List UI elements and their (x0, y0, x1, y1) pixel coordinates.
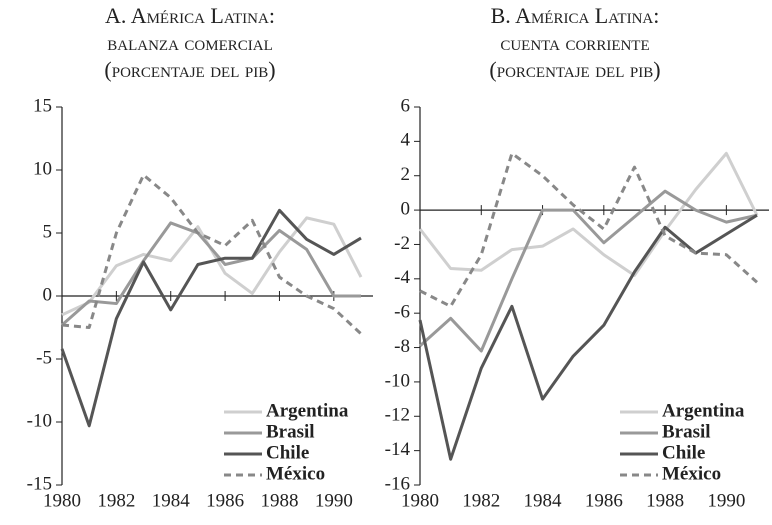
x-tick-label: 1980 (401, 490, 439, 511)
legend-label: México (266, 463, 325, 484)
y-tick-label: 0 (43, 284, 53, 305)
y-tick-label: 0 (401, 198, 411, 219)
chart-title: B. América Latina: (491, 3, 660, 28)
y-tick-label: 2 (401, 164, 411, 185)
chart-title: cuenta corriente (500, 30, 649, 55)
x-tick-label: 1990 (707, 490, 745, 511)
y-tick-label: -5 (36, 347, 52, 368)
series-line (418, 213, 758, 461)
y-tick-label: -10 (27, 410, 52, 431)
chart-title: (porcentaje del pib) (489, 57, 660, 82)
legend-label: México (662, 463, 721, 484)
x-tick-label: 1990 (315, 490, 353, 511)
y-tick-label: -4 (394, 267, 410, 288)
y-tick-label: -10 (385, 370, 410, 391)
series-line (61, 221, 361, 327)
legend-label: Argentina (662, 400, 745, 421)
series-line (61, 173, 363, 335)
y-tick-label: -2 (394, 233, 410, 254)
y-tick-label: 15 (33, 95, 52, 116)
series-line (60, 208, 362, 428)
series-line (419, 151, 759, 308)
legend-label: Brasil (266, 421, 315, 442)
legend-label: Chile (266, 442, 309, 463)
x-tick-label: 1986 (585, 490, 623, 511)
x-tick-label: 1982 (462, 490, 500, 511)
y-tick-label: 10 (33, 158, 52, 179)
x-tick-label: 1984 (524, 490, 563, 511)
y-tick-label: -16 (385, 473, 410, 494)
y-tick-label: -8 (394, 336, 410, 357)
x-tick-label: 1982 (97, 490, 135, 511)
legend-label: Brasil (662, 421, 711, 442)
x-tick-label: 1988 (646, 490, 684, 511)
chart-title: balanza comercial (107, 30, 273, 55)
y-tick-label: 6 (401, 95, 411, 116)
x-tick-label: 1988 (260, 490, 298, 511)
series-line (418, 189, 758, 353)
y-tick-label: -15 (27, 473, 52, 494)
series-line (418, 151, 759, 277)
x-tick-label: 1986 (206, 490, 244, 511)
chart-title: A. América Latina: (105, 3, 275, 28)
y-tick-label: -6 (394, 302, 410, 323)
chart-title: (porcentaje del pib) (104, 57, 275, 82)
y-tick-label: 4 (401, 130, 411, 151)
legend-label: Argentina (266, 400, 349, 421)
x-tick-label: 1980 (43, 490, 81, 511)
y-tick-label: 5 (43, 221, 53, 242)
legend-label: Chile (662, 442, 705, 463)
x-tick-label: 1984 (152, 490, 191, 511)
y-tick-label: -12 (385, 405, 410, 426)
y-tick-label: -14 (385, 439, 411, 460)
